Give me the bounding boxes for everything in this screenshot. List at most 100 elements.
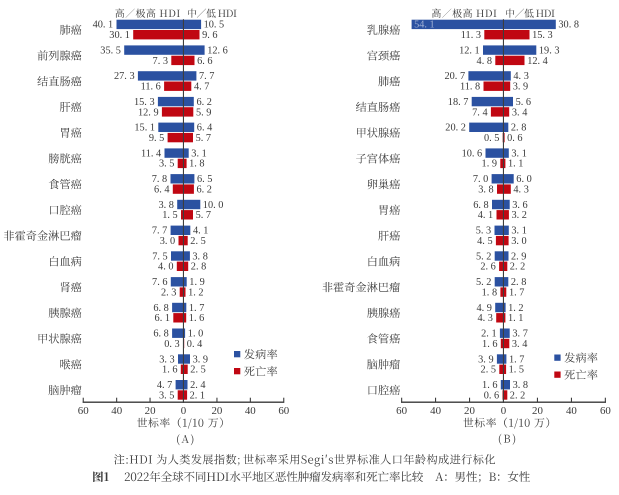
svg-text:2. 8: 2. 8 (191, 262, 206, 273)
svg-text:1. 5: 1. 5 (162, 210, 177, 221)
svg-text:9. 6: 9. 6 (202, 30, 217, 41)
svg-text:2. 8: 2. 8 (511, 277, 526, 288)
svg-text:3. 0: 3. 0 (160, 236, 175, 247)
svg-text:2. 2: 2. 2 (510, 262, 525, 273)
svg-text:9. 5: 9. 5 (149, 133, 164, 144)
svg-text:1. 7: 1. 7 (509, 287, 524, 298)
svg-text:2. 5: 2. 5 (190, 365, 205, 376)
svg-text:20: 20 (211, 405, 222, 417)
svg-text:4. 9: 4. 9 (476, 303, 491, 314)
svg-text:30. 1: 30. 1 (109, 30, 130, 41)
svg-text:20. 7: 20. 7 (445, 71, 466, 82)
svg-text:3. 9: 3. 9 (193, 354, 208, 365)
svg-text:2. 5: 2. 5 (481, 365, 496, 376)
svg-text:4. 3: 4. 3 (477, 313, 492, 324)
svg-text:1. 2: 1. 2 (188, 287, 203, 298)
svg-text:7. 4: 7. 4 (472, 107, 487, 118)
svg-text:0. 4: 0. 4 (187, 339, 202, 350)
svg-text:11. 3: 11. 3 (461, 30, 481, 41)
svg-text:3. 8: 3. 8 (158, 200, 173, 211)
svg-text:15. 3: 15. 3 (532, 30, 553, 41)
svg-text:4. 7: 4. 7 (157, 380, 172, 391)
svg-text:35. 5: 35. 5 (100, 46, 121, 57)
svg-text:1. 1: 1. 1 (508, 313, 523, 324)
svg-text:6. 0: 6. 0 (516, 174, 531, 185)
svg-text:2. 2: 2. 2 (510, 390, 525, 401)
svg-text:6. 8: 6. 8 (153, 329, 168, 340)
svg-text:3. 9: 3. 9 (513, 82, 528, 93)
svg-text:60: 60 (78, 405, 89, 417)
svg-text:1. 5: 1. 5 (509, 365, 524, 376)
svg-text:3. 1: 3. 1 (191, 148, 206, 159)
svg-text:7. 0: 7. 0 (473, 174, 488, 185)
svg-text:0: 0 (501, 405, 507, 417)
svg-text:40: 40 (566, 405, 577, 417)
svg-text:1. 0: 1. 0 (188, 329, 203, 340)
svg-text:6. 6: 6. 6 (197, 56, 212, 67)
svg-text:10. 5: 10. 5 (204, 20, 225, 31)
svg-text:3. 8: 3. 8 (192, 251, 207, 262)
svg-text:19. 3: 19. 3 (539, 46, 560, 57)
svg-text:7. 8: 7. 8 (152, 174, 167, 185)
svg-text:1. 8: 1. 8 (482, 287, 497, 298)
svg-text:3. 3: 3. 3 (159, 354, 174, 365)
svg-text:5. 6: 5. 6 (516, 97, 531, 108)
svg-text:12. 9: 12. 9 (138, 107, 159, 118)
svg-text:18. 7: 18. 7 (448, 97, 469, 108)
svg-text:60: 60 (600, 405, 611, 417)
svg-text:6. 5: 6. 5 (197, 174, 212, 185)
svg-text:20. 2: 20. 2 (445, 123, 466, 134)
svg-text:3. 0: 3. 0 (511, 236, 526, 247)
svg-text:6. 8: 6. 8 (473, 200, 488, 211)
svg-text:1. 6: 1. 6 (482, 380, 497, 391)
svg-text:0. 3: 0. 3 (164, 339, 179, 350)
svg-text:5. 2: 5. 2 (476, 277, 491, 288)
svg-text:4. 5: 4. 5 (477, 236, 492, 247)
svg-text:7. 3: 7. 3 (153, 56, 168, 67)
svg-text:40. 1: 40. 1 (93, 20, 114, 31)
svg-text:6. 4: 6. 4 (197, 123, 212, 134)
svg-text:15. 3: 15. 3 (134, 97, 155, 108)
svg-text:1. 6: 1. 6 (189, 313, 204, 324)
svg-text:1. 9: 1. 9 (189, 277, 204, 288)
svg-text:4. 7: 4. 7 (194, 82, 209, 93)
svg-text:1. 1: 1. 1 (508, 159, 523, 170)
svg-text:1. 8: 1. 8 (189, 159, 204, 170)
svg-text:2. 6: 2. 6 (480, 262, 495, 273)
svg-text:0. 6: 0. 6 (507, 133, 522, 144)
svg-text:2. 4: 2. 4 (190, 380, 205, 391)
svg-text:5. 7: 5. 7 (196, 210, 211, 221)
svg-text:12. 6: 12. 6 (207, 46, 228, 57)
svg-text:4. 1: 4. 1 (478, 210, 493, 221)
svg-text:1. 7: 1. 7 (509, 354, 524, 365)
svg-text:3. 1: 3. 1 (511, 148, 526, 159)
svg-text:40: 40 (430, 405, 441, 417)
svg-text:4. 8: 4. 8 (477, 56, 492, 67)
svg-text:1. 6: 1. 6 (162, 365, 177, 376)
svg-text:3. 8: 3. 8 (513, 380, 528, 391)
svg-text:6. 8: 6. 8 (153, 303, 168, 314)
svg-text:11. 4: 11. 4 (141, 148, 161, 159)
svg-text:20: 20 (145, 405, 156, 417)
svg-text:2. 3: 2. 3 (161, 287, 176, 298)
svg-text:5. 2: 5. 2 (476, 251, 491, 262)
svg-text:5. 9: 5. 9 (196, 107, 211, 118)
svg-text:20: 20 (532, 405, 543, 417)
svg-text:2. 9: 2. 9 (511, 251, 526, 262)
svg-text:3. 5: 3. 5 (159, 159, 174, 170)
svg-text:12. 4: 12. 4 (527, 56, 548, 67)
svg-text:12. 1: 12. 1 (459, 46, 480, 57)
svg-text:4. 3: 4. 3 (513, 185, 528, 196)
svg-text:15. 1: 15. 1 (134, 123, 155, 134)
svg-text:10. 6: 10. 6 (462, 148, 483, 159)
svg-text:7. 7: 7. 7 (199, 71, 214, 82)
svg-text:1. 2: 1. 2 (508, 303, 523, 314)
svg-text:54. 1: 54. 1 (414, 20, 435, 31)
svg-text:20: 20 (464, 405, 475, 417)
svg-text:6. 1: 6. 1 (155, 313, 170, 324)
svg-text:11. 6: 11. 6 (141, 82, 161, 93)
svg-text:1. 9: 1. 9 (482, 159, 497, 170)
svg-text:3. 9: 3. 9 (478, 354, 493, 365)
svg-text:3. 5: 3. 5 (159, 390, 174, 401)
svg-text:3. 4: 3. 4 (512, 107, 527, 118)
